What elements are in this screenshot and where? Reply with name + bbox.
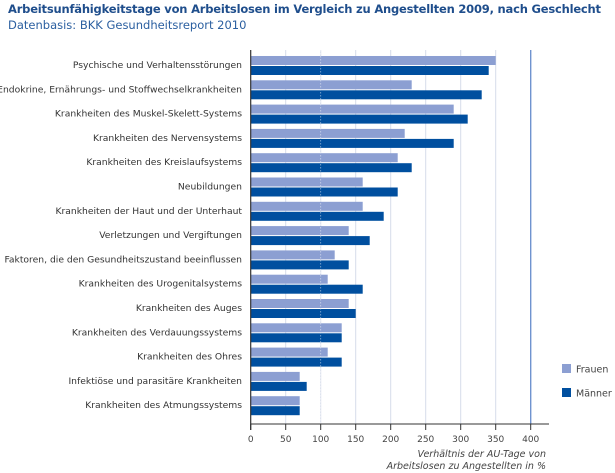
legend-label: Frauen: [576, 365, 608, 376]
bar-frauen: [250, 299, 349, 308]
x-tick-label: 0: [248, 435, 254, 445]
bar-maenner: [250, 163, 412, 173]
category-label: Krankheiten des Muskel-Skelett-Systems: [55, 109, 242, 120]
category-labels: Psychische und Verhaltensstörungen Endokr…: [0, 60, 242, 411]
bar-maenner: [250, 66, 489, 75]
bar-frauen: [250, 250, 335, 260]
bar-frauen: [250, 128, 405, 138]
bar-frauen: [250, 201, 363, 211]
x-tick-label: 200: [382, 435, 399, 445]
category-label: Krankheiten des Urogenitalsystems: [79, 279, 243, 290]
legend: Frauen Männer: [562, 364, 612, 400]
category-label: Psychische und Verhaltensstörungen: [73, 60, 242, 71]
bar-frauen: [250, 396, 300, 406]
category-label: Krankheiten der Haut und der Unterhaut: [55, 206, 242, 217]
x-tick-label: 400: [522, 435, 539, 445]
legend-swatch-frauen: [562, 364, 571, 373]
chart-title: Arbeitsunfähigkeitstage von Arbeitslosen…: [8, 2, 601, 16]
x-tick-label: 300: [452, 435, 469, 445]
x-tick-label: 100: [312, 435, 329, 445]
bar-maenner: [250, 114, 468, 124]
bar-frauen: [250, 371, 300, 381]
category-label: Faktoren, die den Gesundheitszustand bee…: [4, 254, 242, 265]
legend-swatch-maenner: [562, 388, 571, 397]
x-tick-label: 50: [280, 435, 292, 445]
bar-maenner: [250, 187, 398, 197]
category-label: Krankheiten des Nervensystems: [93, 133, 242, 144]
x-axis: 0 50 100 150 200 250 300 350 400: [248, 50, 549, 445]
bar-maenner: [250, 381, 307, 391]
bar-maenner: [250, 236, 370, 246]
x-tick-label: 150: [347, 435, 364, 445]
x-axis-title-line2: Arbeitslosen zu Angestellten in %: [386, 461, 546, 472]
category-label: Endokrine, Ernährungs- und Stoffwechselk…: [0, 84, 242, 95]
bar-maenner: [250, 357, 342, 367]
bar-frauen: [250, 153, 398, 163]
bar-frauen: [250, 323, 342, 333]
bar-maenner: [250, 138, 454, 148]
bar-maenner: [250, 211, 384, 221]
category-label: Krankheiten des Auges: [136, 303, 242, 314]
category-label: Krankheiten des Atmungssystems: [85, 400, 242, 411]
legend-label: Männer: [576, 389, 612, 400]
category-label: Verletzungen und Vergiftungen: [99, 230, 242, 241]
bar-maenner: [250, 260, 349, 270]
chart-subtitle: Datenbasis: BKK Gesundheitsreport 2010: [8, 18, 247, 32]
x-tick-label: 250: [417, 435, 434, 445]
bar-maenner: [250, 333, 342, 343]
bar-maenner: [250, 284, 363, 294]
bar-frauen: [250, 347, 328, 357]
category-label: Krankheiten des Ohres: [137, 352, 242, 363]
bar-frauen: [250, 56, 496, 65]
category-label: Krankheiten des Verdauungssystems: [72, 327, 242, 338]
bar-maenner: [250, 406, 300, 416]
bar-frauen: [250, 104, 454, 114]
bar-maenner: [250, 309, 356, 318]
x-axis-title-line1: Verhältnis der AU-Tage von: [418, 449, 547, 460]
bar-frauen: [250, 80, 412, 90]
category-label: Neubildungen: [178, 182, 242, 193]
bar-frauen: [250, 226, 349, 236]
x-tick-label: 350: [487, 435, 504, 445]
bar-frauen: [250, 177, 363, 187]
category-label: Krankheiten des Kreislaufsystems: [86, 157, 242, 168]
category-label: Infektiöse und parasitäre Krankheiten: [68, 376, 242, 387]
bar-maenner: [250, 90, 482, 100]
bar-frauen: [250, 274, 328, 284]
bars: [250, 56, 496, 416]
